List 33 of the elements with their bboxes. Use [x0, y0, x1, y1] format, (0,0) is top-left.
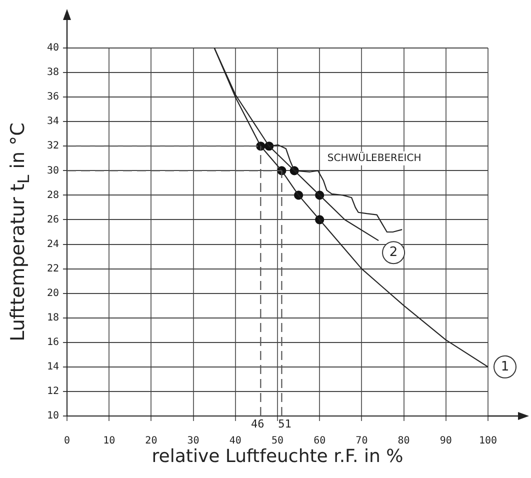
x-axis-title: relative Luftfeuchte r.F. in % — [150, 446, 404, 467]
x-tick-label: 70 — [356, 436, 368, 447]
x-tick-label: 10 — [103, 436, 116, 447]
y-tick-label: 40 — [46, 42, 59, 54]
y-tick-label: 16 — [46, 336, 59, 348]
y-tick-label: 18 — [46, 312, 59, 324]
x-tick-label: 100 — [478, 436, 498, 447]
x-tick-label: 30 — [187, 436, 200, 447]
y-tick-label: 38 — [46, 67, 59, 78]
y-tick-label: 20 — [46, 288, 59, 299]
y-tick-label: 14 — [46, 362, 59, 373]
series-label: 1 — [500, 359, 510, 374]
y-tick-label: 10 — [46, 410, 59, 422]
y-tick-label: 28 — [46, 190, 59, 201]
y-tick-label: 12 — [46, 386, 59, 398]
y-tick-label: 34 — [46, 116, 59, 128]
annotation: SCHWÜLEBEREICH — [327, 150, 422, 164]
y-tick-label: 32 — [46, 140, 59, 152]
x-tick-label: 50 — [271, 436, 284, 447]
y-tick-label: 30 — [46, 165, 59, 176]
x-tick-label: 40 — [229, 436, 242, 447]
x-tick-label: 20 — [145, 436, 158, 447]
x-tick-label: 90 — [440, 436, 452, 447]
series-label: 2 — [389, 244, 398, 260]
y-tick-label: 26 — [46, 214, 59, 226]
y-tick-label: 22 — [46, 263, 59, 274]
x-tick-label: 80 — [398, 436, 410, 447]
ref-line-label: 51 — [278, 417, 292, 430]
y-tick-label: 36 — [46, 92, 59, 103]
x-tick-label: 0 — [64, 436, 70, 447]
y-tick-label: 24 — [46, 238, 59, 250]
ref-line-label: 46 — [251, 417, 264, 430]
x-tick-label: 60 — [314, 436, 326, 447]
